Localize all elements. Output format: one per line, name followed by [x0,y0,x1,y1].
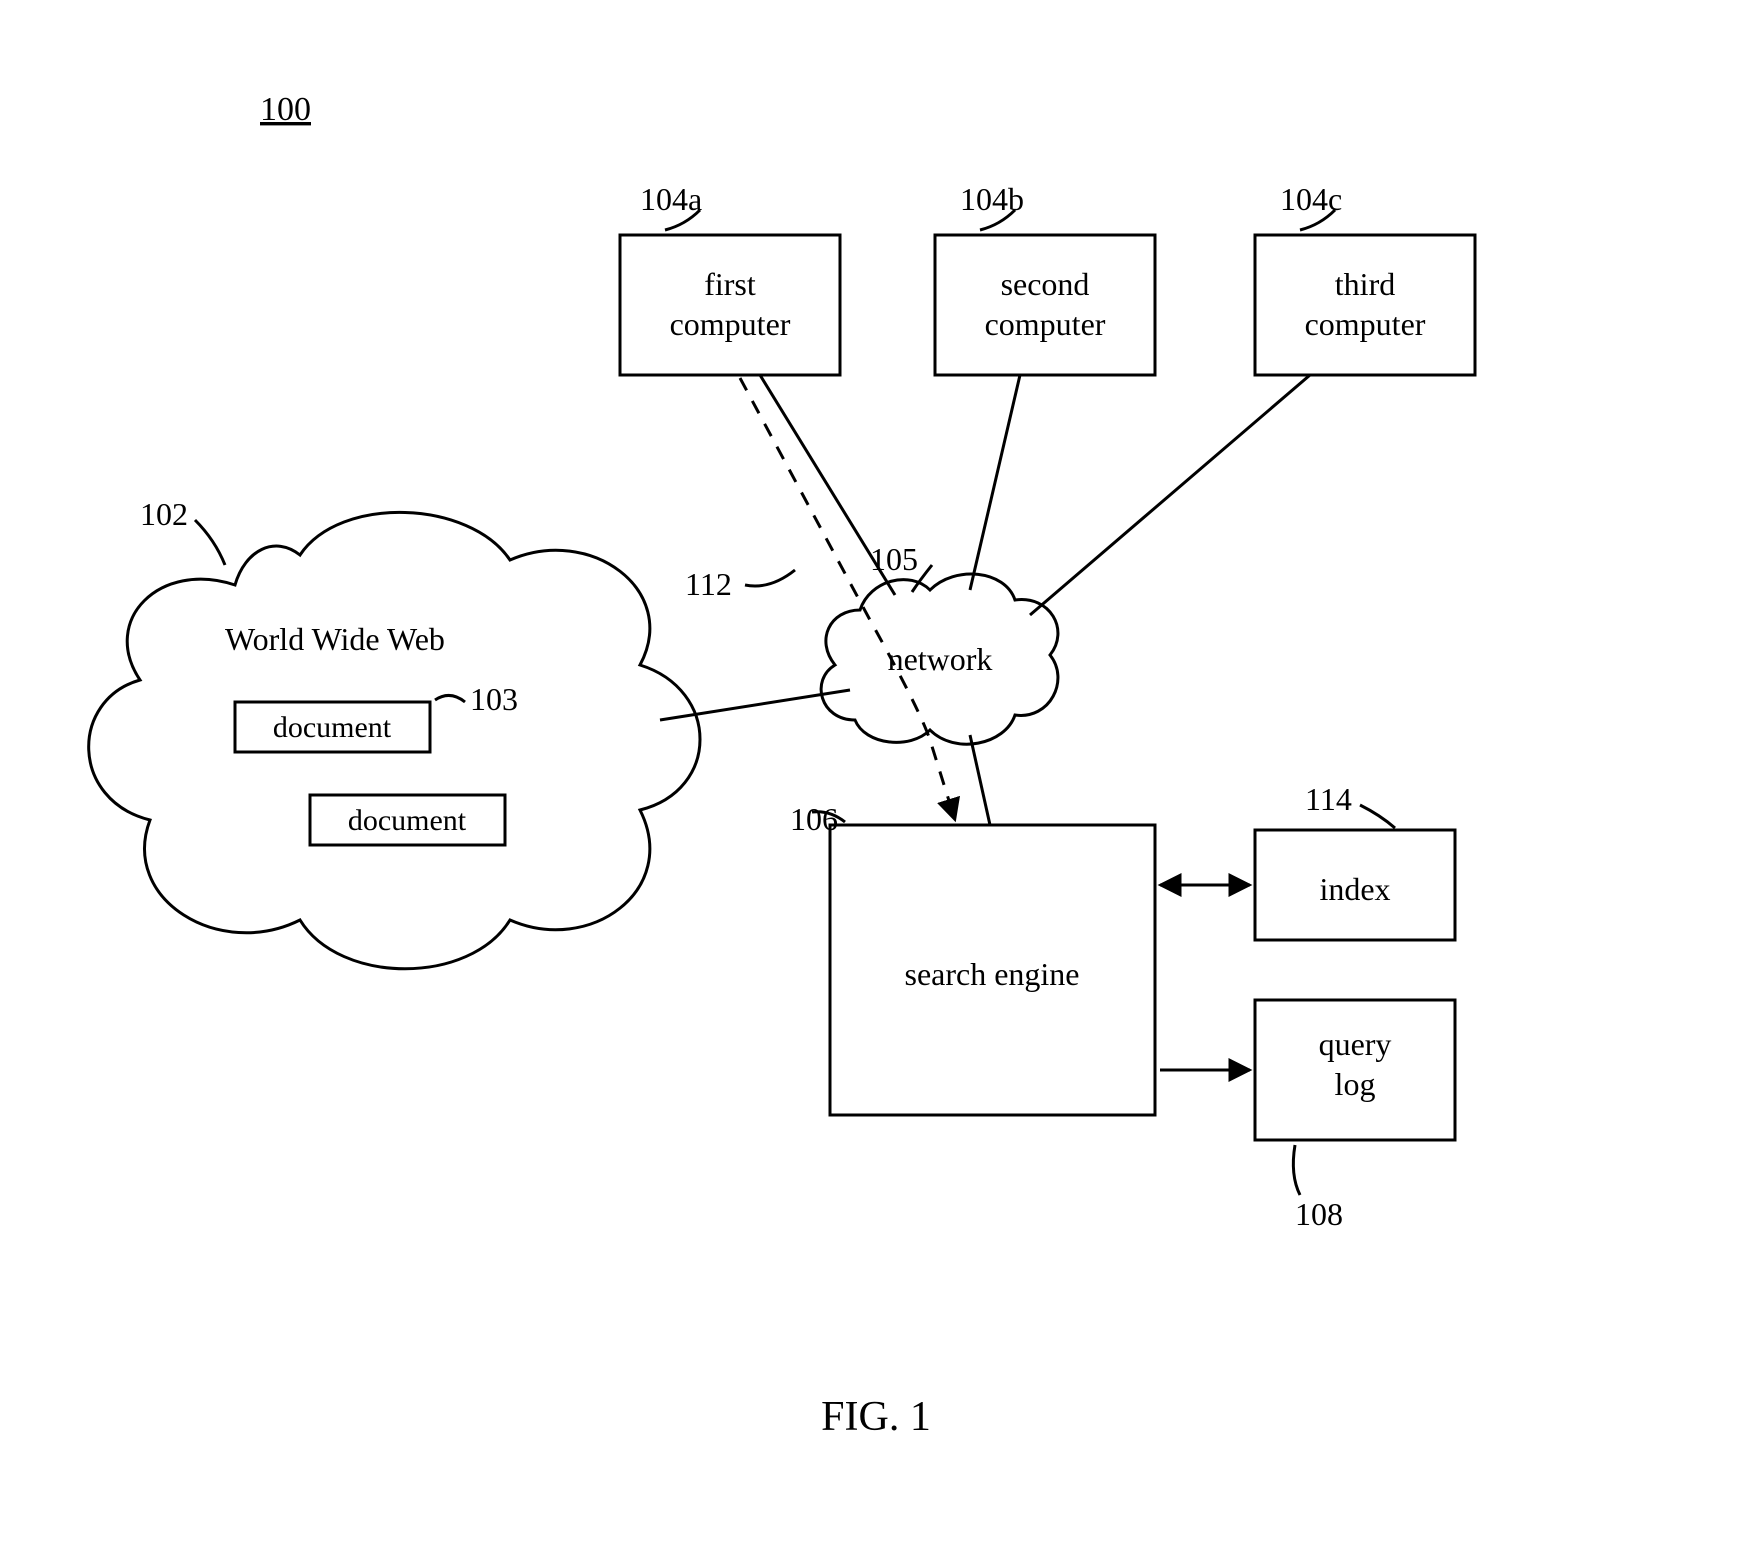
third-computer-node: third computer [1255,235,1475,375]
search-engine-label: search engine [904,956,1079,992]
dashed-ref: 112 [685,566,732,602]
query-log-line2: log [1335,1066,1376,1102]
www-ref: 102 [140,496,188,532]
www-cloud: World Wide Web document document [89,512,700,968]
second-computer-line1: second [1001,266,1090,302]
edge-network-search [970,735,990,825]
edge-www-network [660,690,850,720]
dashed-query-path [740,378,955,820]
query-log-ref: 108 [1295,1196,1343,1232]
document-ref: 103 [470,681,518,717]
figure-caption: FIG. 1 [821,1394,931,1440]
third-computer-line1: third [1335,266,1395,302]
index-ref-leader [1360,805,1395,828]
second-computer-node: second computer [935,235,1155,375]
first-computer-node: first computer [620,235,840,375]
www-title: World Wide Web [225,621,445,657]
network-ref: 105 [870,541,918,577]
query-log-line1: query [1319,1026,1392,1062]
index-ref: 114 [1305,781,1352,817]
network-label: network [888,641,993,677]
query-log-node: query log [1255,1000,1455,1140]
www-ref-leader [195,520,225,565]
index-label: index [1319,871,1390,907]
edge-computer-c-network [1030,375,1310,615]
edge-computer-b-network [970,375,1020,590]
edge-computer-a-network [760,375,895,595]
second-computer-line2: computer [985,306,1106,342]
search-engine-ref: 106 [790,801,838,837]
document-label-1: document [273,711,392,744]
search-engine-node: search engine [830,825,1155,1115]
figure-ref: 100 [260,91,311,128]
diagram-canvas: 100 first computer 104a second computer … [0,0,1753,1558]
dashed-ref-leader [745,570,795,586]
document-ref-leader [435,695,465,702]
index-node: index [1255,830,1455,940]
first-computer-ref: 104a [640,181,702,217]
network-cloud: network [821,574,1058,744]
document-label-2: document [348,804,467,837]
third-computer-line2: computer [1305,306,1426,342]
first-computer-line1: first [704,266,756,302]
query-log-ref-leader [1293,1145,1300,1195]
first-computer-line2: computer [670,306,791,342]
